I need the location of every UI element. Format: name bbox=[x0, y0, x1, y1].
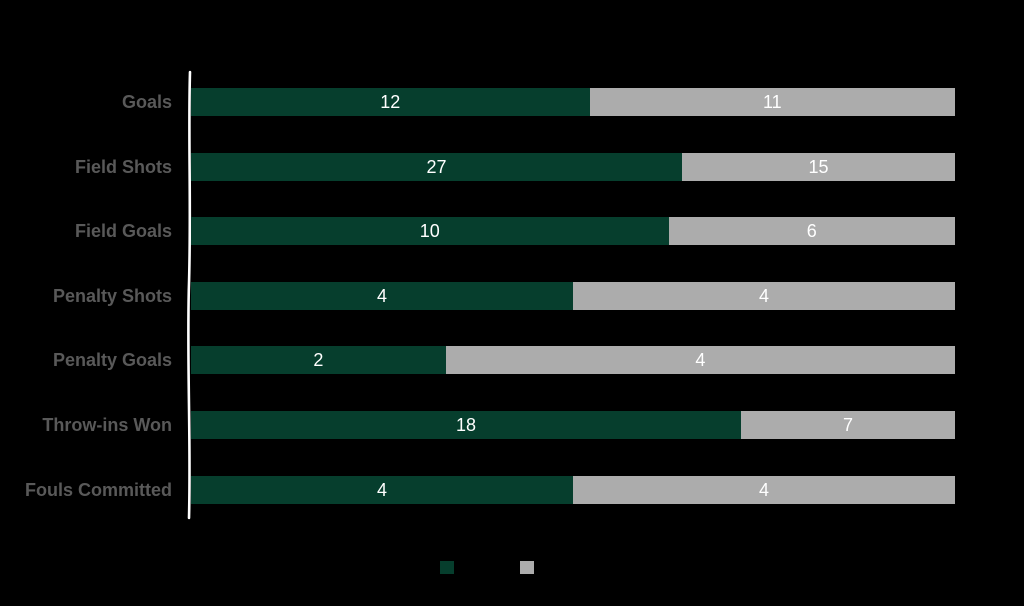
bar-segment-gray: 15 bbox=[682, 153, 955, 181]
category-label: Penalty Goals bbox=[52, 350, 172, 370]
category-label: Field Shots bbox=[74, 157, 172, 177]
bar-segment-green: 10 bbox=[191, 217, 669, 245]
bar-row: 27 15 bbox=[191, 153, 955, 181]
category-label: Field Goals bbox=[74, 221, 172, 241]
category-label: Throw-ins Won bbox=[42, 415, 172, 435]
category-label: Fouls Committed bbox=[25, 480, 172, 500]
bar-segment-gray: 4 bbox=[445, 346, 955, 374]
bar-value-label: 2 bbox=[313, 350, 324, 370]
bar-value-label: 10 bbox=[419, 221, 440, 241]
bar-value-label: 6 bbox=[806, 221, 817, 241]
category-label: Goals bbox=[121, 92, 172, 112]
bar-segment-green: 4 bbox=[191, 476, 573, 504]
category-label: Penalty Shots bbox=[52, 286, 172, 306]
bar-segment-green: 2 bbox=[191, 346, 446, 374]
bar-segment-gray: 7 bbox=[741, 411, 955, 439]
bar-value-label: 4 bbox=[758, 480, 769, 500]
bar-value-label: 4 bbox=[758, 286, 769, 306]
bar-segment-green: 12 bbox=[191, 88, 590, 116]
legend-swatch-gray bbox=[520, 561, 534, 574]
bar-value-label: 15 bbox=[808, 157, 829, 177]
bar-value-label: 4 bbox=[376, 480, 387, 500]
bar-value-label: 12 bbox=[380, 92, 401, 112]
bar-row: 18 7 bbox=[191, 411, 955, 439]
bar-segment-gray: 4 bbox=[573, 282, 955, 310]
bar-segment-gray: 11 bbox=[589, 88, 955, 116]
bar-segment-gray: 4 bbox=[573, 476, 955, 504]
bar-value-label: 4 bbox=[376, 286, 387, 306]
bar-segment-green: 27 bbox=[191, 153, 683, 181]
bar-row: 10 6 bbox=[191, 217, 955, 245]
bar-value-label: 27 bbox=[426, 157, 447, 177]
bar-value-label: 18 bbox=[456, 415, 477, 435]
bar-segment-green: 18 bbox=[191, 411, 742, 439]
bar-segment-gray: 6 bbox=[668, 217, 955, 245]
bar-value-label: 7 bbox=[843, 415, 854, 435]
bar-segment-green: 4 bbox=[191, 282, 573, 310]
legend-swatch-green bbox=[440, 561, 454, 574]
bar-value-label: 11 bbox=[762, 92, 782, 112]
bar-value-label: 4 bbox=[695, 350, 706, 370]
bar-row: 12 11 bbox=[191, 88, 955, 116]
y-axis-line bbox=[187, 70, 192, 520]
